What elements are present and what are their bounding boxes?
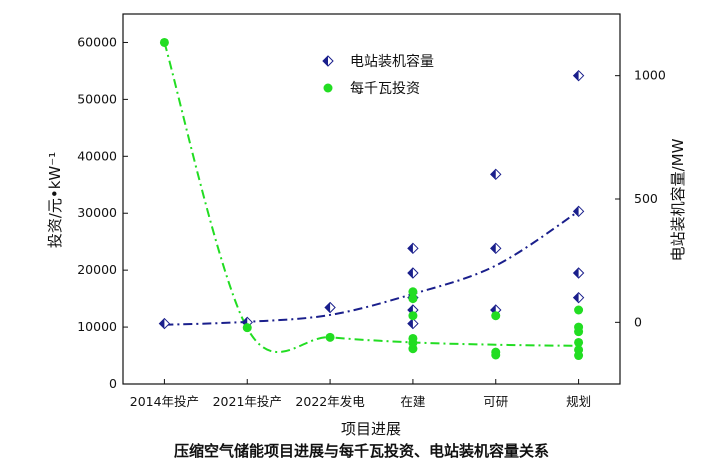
right-tick-label: 500 — [634, 191, 658, 206]
investment-point — [574, 322, 584, 332]
right-axis: 0 500 1000 — [615, 68, 666, 329]
legend-circle-icon — [323, 83, 333, 93]
investment-point — [491, 311, 501, 321]
legend-marker-investment — [323, 83, 333, 93]
x-tick-label: 在建 — [400, 394, 426, 409]
x-tick-label: 2014年投产 — [130, 394, 199, 409]
x-tick-label: 可研 — [483, 394, 508, 409]
left-tick-label: 50000 — [77, 91, 117, 106]
left-tick-label: 30000 — [77, 205, 117, 220]
capacity-point — [407, 242, 419, 255]
investment-point — [574, 337, 584, 347]
left-axis: 0 10000 20000 30000 40000 50000 60000 — [77, 34, 128, 391]
left-tick-label: 60000 — [77, 34, 117, 49]
investment-point — [408, 333, 418, 343]
right-tick-label: 1000 — [634, 68, 666, 83]
legend-label-investment: 每千瓦投资 — [350, 81, 420, 97]
legend-diamond-icon — [322, 55, 334, 67]
investment-point — [574, 305, 584, 315]
legend-label-capacity: 电站装机容量 — [350, 53, 434, 70]
left-tick-label: 40000 — [77, 148, 117, 163]
capacity-point — [407, 267, 419, 279]
capacity-point — [490, 168, 502, 181]
capacity-point — [572, 69, 585, 82]
investment-point — [325, 332, 335, 342]
left-tick-label: 10000 — [77, 319, 117, 334]
left-tick-label: 0 — [109, 376, 117, 391]
legend-marker-capacity — [322, 55, 334, 67]
left-tick-label: 20000 — [77, 262, 117, 277]
capacity-point — [158, 317, 171, 330]
legend: 电站装机容量 每千瓦投资 — [322, 53, 434, 97]
capacity-point — [572, 267, 585, 279]
investment-point — [408, 294, 418, 304]
capacity-point — [407, 317, 419, 330]
investment-point — [242, 323, 252, 333]
right-tick-label: 0 — [634, 314, 642, 329]
chart: 0 10000 20000 30000 40000 50000 60000 0 500 1000… — [46, 13, 687, 438]
y-axis-right-title: 电站装机容量/MW — [669, 138, 687, 261]
x-axis: 2014年投产 2021年投产 2022年发电 在建 可研 规划 — [130, 379, 591, 409]
figure-caption: 压缩空气储能项目进展与每千瓦投资、电站装机容量关系 — [173, 442, 549, 460]
capacity-point — [572, 205, 585, 218]
investment-point — [408, 311, 418, 321]
investment-point — [574, 345, 584, 355]
investment-point — [491, 347, 501, 357]
investment-point — [159, 37, 169, 47]
data-marks — [158, 37, 585, 361]
y-axis-left-title: 投资/元•kW⁻¹ — [46, 152, 64, 248]
x-tick-label: 规划 — [566, 394, 591, 409]
x-tick-label: 2022年发电 — [295, 394, 365, 409]
investment-point — [408, 287, 418, 297]
capacity-point — [490, 242, 502, 255]
capacity-point — [324, 301, 336, 314]
capacity-point — [572, 291, 585, 304]
x-axis-title: 项目进展 — [341, 420, 401, 438]
capacity-trendline — [164, 210, 580, 326]
x-tick-label: 2021年投产 — [213, 394, 282, 409]
